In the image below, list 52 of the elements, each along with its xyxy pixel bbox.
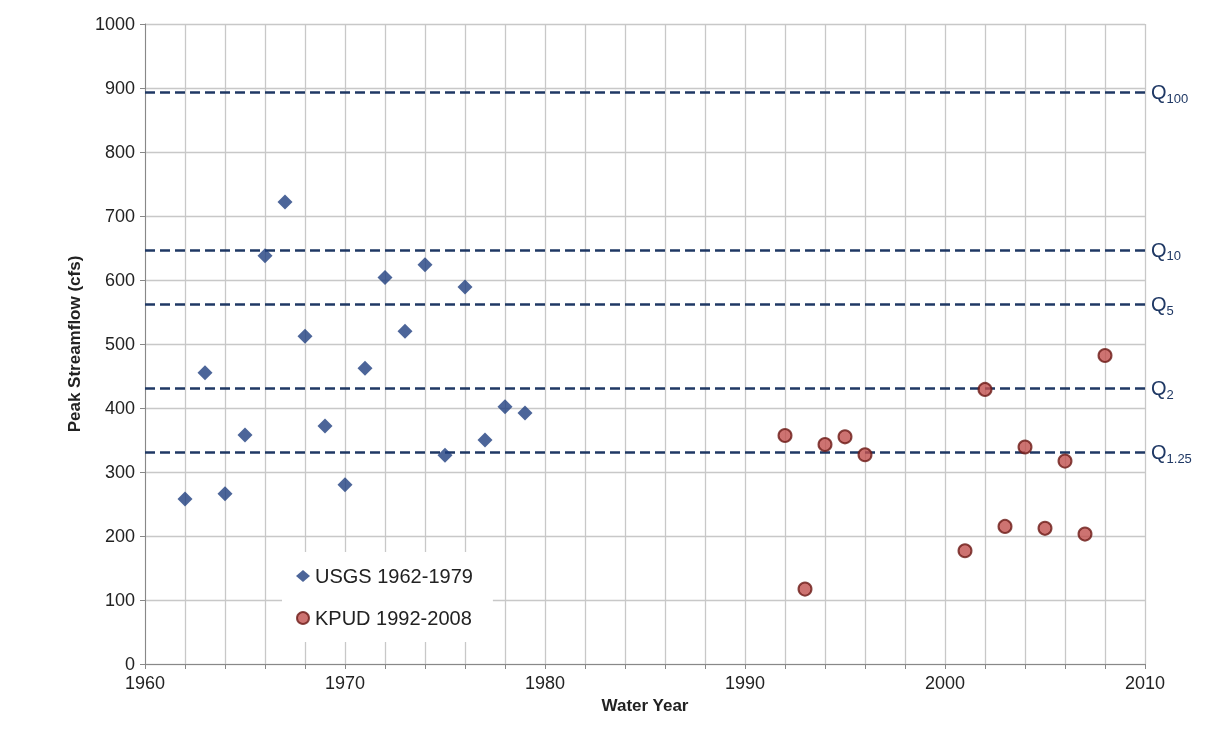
y-tick-label: 1000 [94, 14, 135, 34]
legend-label: USGS 1962-1979 [315, 565, 473, 587]
point [797, 581, 813, 597]
point [857, 447, 873, 463]
point [277, 194, 293, 210]
point [417, 257, 433, 273]
point [197, 365, 213, 381]
y-tick-label: 200 [104, 526, 135, 546]
y-tick-label: 400 [104, 398, 135, 418]
point [1037, 520, 1053, 536]
point [777, 428, 793, 444]
point [1057, 453, 1073, 469]
point [437, 447, 453, 463]
y-axis-title: Peak Streamflow (cfs) [65, 255, 84, 433]
point [1097, 348, 1113, 364]
x-tick-label: 1960 [124, 673, 166, 693]
point [177, 491, 193, 507]
point [957, 543, 973, 559]
x-axis-title: Water Year [601, 695, 689, 715]
point [377, 269, 393, 285]
point [357, 360, 373, 376]
point [397, 323, 413, 339]
point [517, 405, 533, 421]
x-tick-label: 2010 [1124, 673, 1166, 693]
point [237, 427, 253, 443]
y-tick-label: 0 [124, 654, 135, 674]
x-tick-label: 1970 [324, 673, 366, 693]
y-tick-label: 900 [104, 78, 135, 98]
x-tick-label: 2000 [924, 673, 966, 693]
point [217, 486, 233, 502]
point [497, 399, 513, 415]
point [477, 432, 493, 448]
point [837, 429, 853, 445]
point [997, 518, 1013, 534]
y-tick-label: 800 [104, 142, 135, 162]
point [977, 381, 993, 397]
point [1077, 526, 1093, 542]
legend-label: KPUD 1992-2008 [315, 607, 472, 629]
point [317, 418, 333, 434]
y-tick-label: 700 [104, 206, 135, 226]
point [457, 279, 473, 295]
point [817, 436, 833, 452]
x-tick-label: 1990 [724, 673, 766, 693]
point [1017, 439, 1033, 455]
point [257, 248, 273, 264]
point [297, 328, 313, 344]
y-tick-label: 300 [104, 462, 135, 482]
x-tick-label: 1980 [524, 673, 566, 693]
y-tick-label: 500 [104, 334, 135, 354]
y-tick-label: 600 [104, 270, 135, 290]
y-tick-label: 100 [104, 590, 135, 610]
point [337, 477, 353, 493]
